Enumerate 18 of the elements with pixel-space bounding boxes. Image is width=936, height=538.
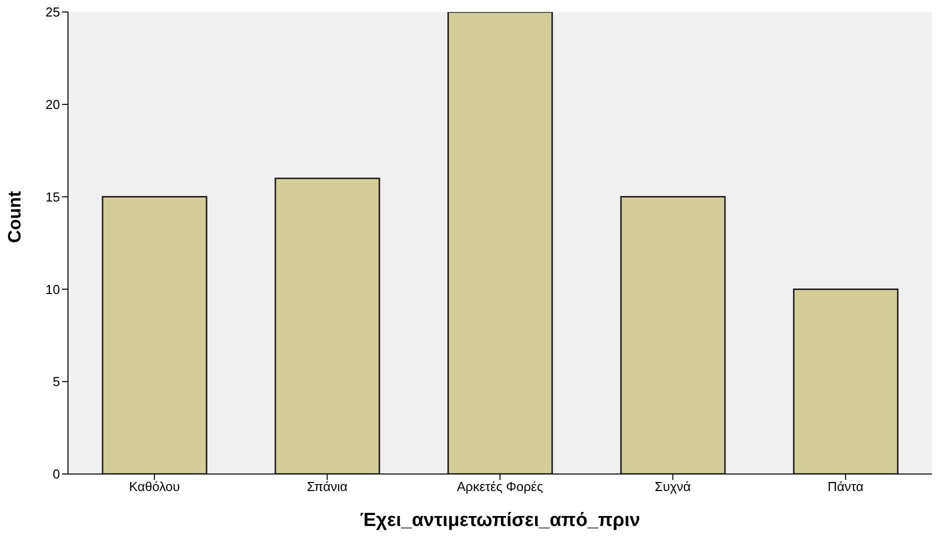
y-tick-label: 20	[46, 97, 60, 112]
bar	[447, 12, 553, 474]
x-tick-label: Συχνά	[654, 479, 692, 494]
bar	[102, 196, 208, 474]
bar	[274, 178, 380, 474]
y-tick-label: 0	[52, 466, 60, 482]
y-tick-label: 10	[46, 282, 60, 297]
y-axis-title: Count	[4, 191, 24, 243]
x-tick-label: Αρκετές Φορές	[456, 479, 544, 494]
bar	[620, 196, 726, 474]
x-tick-label: Σπάνια	[306, 479, 348, 494]
x-tick-label: Καθόλου	[128, 479, 180, 494]
y-tick-label: 25	[46, 4, 60, 20]
x-tick-label: Πάντα	[828, 479, 864, 494]
y-tick-label: 5	[52, 374, 60, 390]
bar	[793, 288, 899, 474]
x-axis-title: Έχει_αντιμετωπίσει_από_πριν	[360, 510, 640, 531]
y-tick-label: 15	[46, 189, 60, 204]
